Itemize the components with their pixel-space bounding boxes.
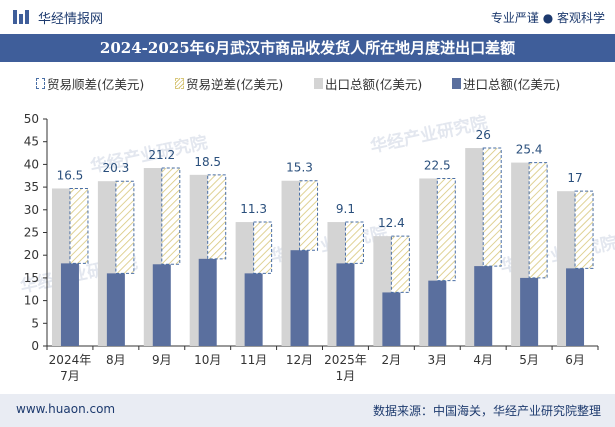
- chart-plot: 华经产业研究院华经产业研究院华经产业研究院华经产业研究院华经产业研究院 0510…: [18, 112, 615, 383]
- import-bar: [198, 258, 217, 346]
- legend-item-deficit: 贸易逆差(亿美元): [175, 72, 283, 94]
- title-bar: [0, 34, 615, 62]
- x-tick-label: 8月: [106, 353, 126, 367]
- x-tick-label: 10月: [194, 353, 221, 367]
- brand-name: 华经情报网: [38, 12, 104, 27]
- surplus-bar: [390, 235, 410, 293]
- y-tick-label: 35: [24, 180, 39, 194]
- y-tick-label: 0: [31, 339, 39, 353]
- y-tick-label: 5: [31, 316, 39, 330]
- data-label: 18.5: [194, 155, 221, 169]
- import-bar: [566, 268, 585, 346]
- import-bar: [106, 273, 125, 346]
- surplus-bar: [436, 177, 456, 282]
- footer-source: 数据来源：中国海关，华经产业研究院整理: [372, 404, 601, 418]
- x-tick-label: 2025年: [324, 353, 367, 367]
- import-bar: [152, 264, 171, 346]
- y-tick-label: 25: [24, 226, 39, 240]
- data-label: 15.3: [286, 161, 313, 175]
- y-tick-label: 15: [24, 271, 39, 285]
- x-tick-label: 2024年: [49, 353, 92, 367]
- y-tick-label: 50: [24, 112, 39, 126]
- data-label: 9.1: [336, 202, 355, 216]
- surplus-bar: [574, 190, 594, 269]
- surplus-bar: [299, 180, 319, 251]
- y-tick-label: 45: [24, 135, 39, 149]
- x-tick-label: 12月: [286, 353, 313, 367]
- footer-website: www.huaon.com: [16, 402, 116, 416]
- top-bar: 华经情报网 专业严谨 ● 客观科学: [0, 0, 615, 34]
- legend-swatch-import: [452, 77, 461, 89]
- x-tick-label: 3月: [427, 353, 447, 367]
- x-tick-label: 9月: [152, 353, 172, 367]
- surplus-bar: [69, 187, 89, 264]
- x-tick-label: 4月: [473, 353, 493, 367]
- legend-label-export: 出口总额(亿美元): [325, 76, 423, 92]
- import-bar: [382, 292, 401, 346]
- surplus-bar: [253, 221, 273, 274]
- surplus-bar: [528, 162, 548, 279]
- chart-legend: 贸易顺差(亿美元) 贸易逆差(亿美元) 出口总额(亿美元) 进口总额(亿美元): [0, 72, 615, 94]
- import-bar: [336, 263, 355, 346]
- y-tick-label: 40: [24, 157, 39, 171]
- surplus-bar: [161, 167, 181, 265]
- logo-icon: [13, 10, 29, 24]
- surplus-bar: [482, 147, 502, 267]
- x-tick-label: 11月: [240, 353, 267, 367]
- data-label: 20.3: [103, 161, 130, 175]
- data-label: 26: [476, 128, 491, 142]
- surplus-bar: [207, 174, 227, 260]
- legend-item-export: 出口总额(亿美元): [314, 72, 422, 94]
- data-label: 12.4: [378, 216, 405, 230]
- x-tick-label: 2月: [382, 353, 402, 367]
- data-label: 21.2: [148, 148, 175, 162]
- legend-swatch-surplus: [36, 77, 45, 89]
- import-bar: [290, 250, 309, 346]
- legend-item-import: 进口总额(亿美元): [452, 72, 560, 94]
- data-label: 25.4: [516, 143, 543, 157]
- y-tick-label: 30: [24, 203, 39, 217]
- data-label: 17: [567, 171, 582, 185]
- chart-title: 2024-2025年6月武汉市商品收发货人所在地月度进出口差额: [99, 39, 516, 57]
- surplus-bar: [115, 180, 135, 274]
- footer-bar: [0, 394, 615, 427]
- legend-label-import: 进口总额(亿美元): [463, 76, 561, 92]
- legend-swatch-export: [314, 77, 323, 89]
- legend-swatch-deficit: [175, 77, 184, 89]
- y-tick-label: 10: [24, 294, 39, 308]
- x-tick-label: 7月: [60, 369, 80, 383]
- legend-label-surplus: 贸易顺差(亿美元): [47, 76, 145, 92]
- import-bar: [520, 277, 539, 346]
- x-tick-label: 1月: [336, 369, 356, 383]
- import-bar: [244, 273, 263, 346]
- slogan: 专业严谨 ● 客观科学: [490, 11, 605, 25]
- data-label: 16.5: [57, 168, 84, 182]
- data-label: 22.5: [424, 158, 451, 172]
- legend-label-deficit: 贸易逆差(亿美元): [186, 76, 284, 92]
- import-bar: [428, 280, 447, 346]
- import-bar: [474, 266, 493, 346]
- legend-item-surplus: 贸易顺差(亿美元): [36, 72, 144, 94]
- surplus-bar: [344, 221, 364, 264]
- x-tick-label: 6月: [565, 353, 585, 367]
- data-label: 11.3: [240, 202, 267, 216]
- y-tick-label: 20: [24, 248, 39, 262]
- x-tick-label: 5月: [519, 353, 539, 367]
- import-bar: [60, 263, 79, 346]
